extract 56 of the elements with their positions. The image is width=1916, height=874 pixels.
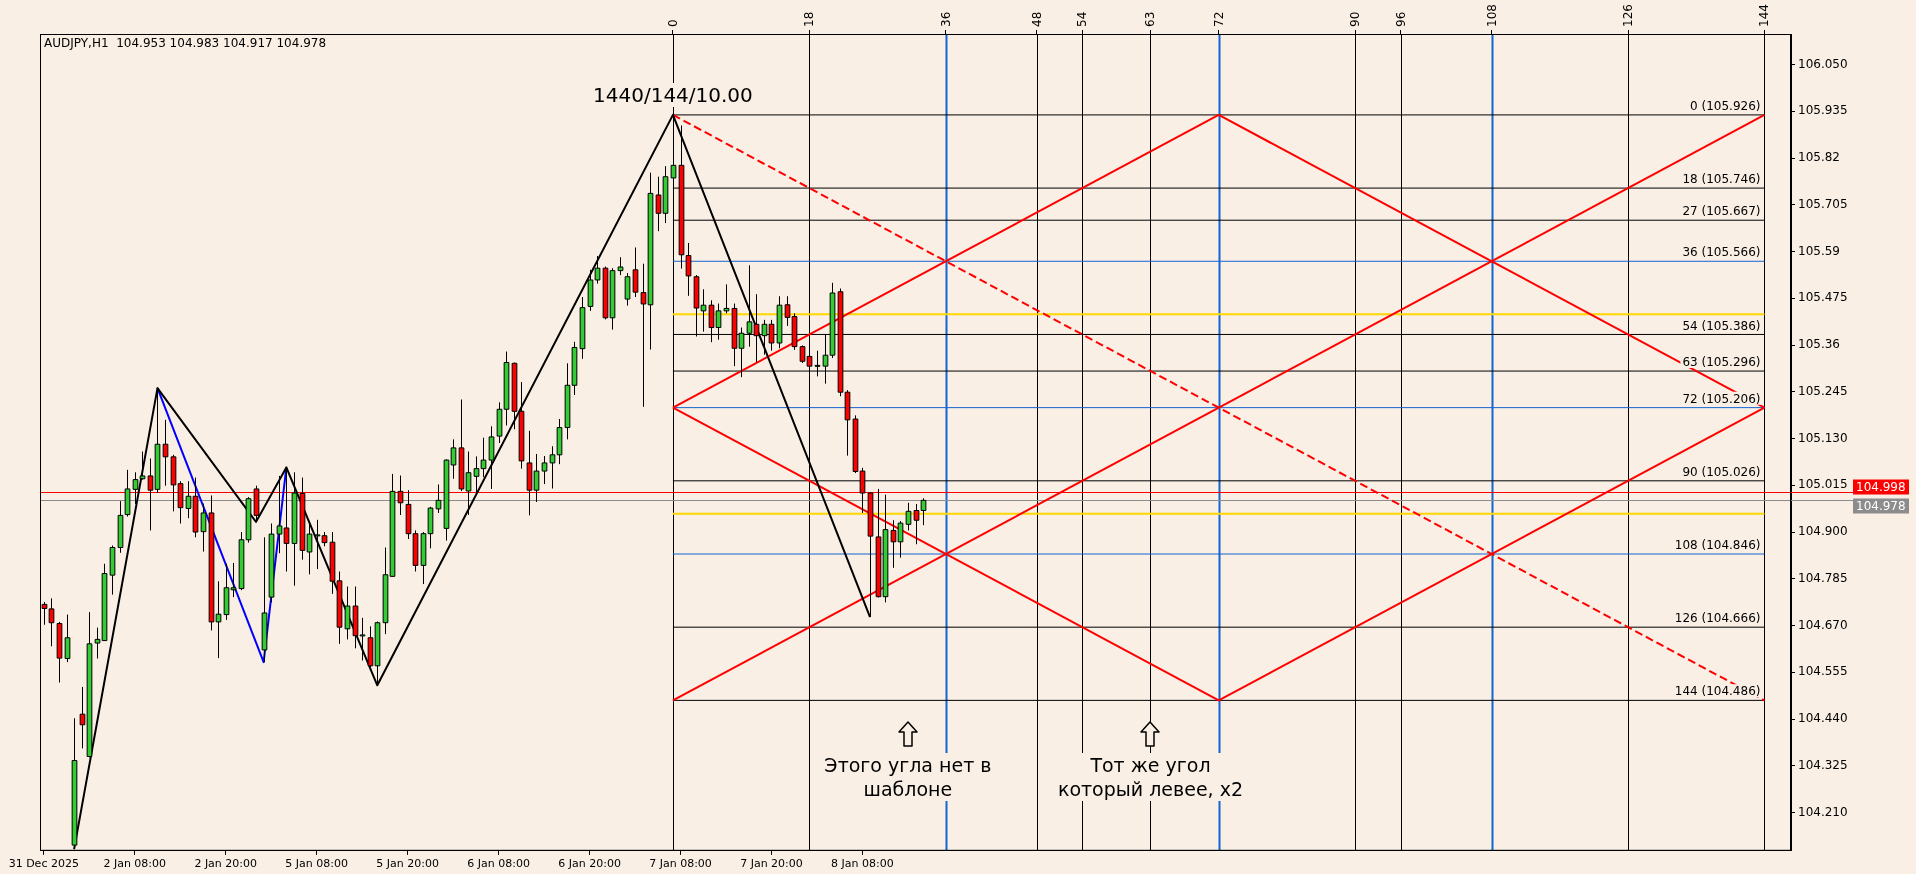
- x2-tick-label: 36: [938, 11, 953, 27]
- x2-tick-label: 0: [665, 19, 680, 27]
- y-tick-label: 104.325: [1798, 757, 1848, 772]
- y-tick-label: 106.050: [1798, 56, 1848, 71]
- x-tick-label: 2 Jan 08:00: [103, 857, 167, 871]
- series-label: 72 (105.206): [1682, 391, 1761, 406]
- y-tick-label: 105.36: [1798, 337, 1840, 352]
- y-tick-label: 105.59: [1798, 243, 1840, 258]
- y-tick-label: 105.130: [1798, 430, 1848, 445]
- y-tick-label: 104.210: [1798, 804, 1848, 819]
- x2-tick-label: 108: [1484, 4, 1499, 27]
- series-label: 36 (105.566): [1682, 245, 1761, 260]
- x2-tick-label: 144: [1756, 4, 1771, 27]
- x2-tick-label: 126: [1620, 4, 1635, 27]
- series-label: 63 (105.296): [1682, 355, 1761, 370]
- annotation: Тот же угол который левее, x2: [1043, 752, 1257, 801]
- x-tick-label: 7 Jan 20:00: [740, 857, 803, 871]
- ref-line-label: 104.978: [1856, 499, 1906, 514]
- series-label: 126 (104.666): [1674, 611, 1761, 626]
- x-tick-label: 5 Jan 20:00: [376, 857, 439, 871]
- series-label: 18 (105.746): [1682, 172, 1761, 187]
- x2-tick-label: 96: [1393, 11, 1408, 27]
- series-label: 0 (105.926): [1690, 99, 1761, 114]
- x-tick-label: 7 Jan 08:00: [649, 857, 712, 871]
- y-tick-label: 105.82: [1798, 150, 1840, 165]
- chart-title: AUDJPY,H1 104.953 104.983 104.917 104.978: [44, 36, 327, 51]
- y-tick-label: 104.440: [1798, 711, 1848, 726]
- x2-tick-label: 63: [1142, 11, 1157, 27]
- x2-tick-label: 48: [1029, 11, 1044, 27]
- x2-tick-label: 18: [801, 11, 816, 27]
- series-label: 27 (105.667): [1682, 204, 1761, 219]
- y-tick-label: 105.015: [1798, 477, 1848, 492]
- y-tick-label: 105.245: [1798, 383, 1848, 398]
- y-tick-label: 105.475: [1798, 290, 1848, 305]
- x-tick-label: 2 Jan 20:00: [194, 857, 258, 871]
- annotation: Этого угла нет в шаблоне: [818, 752, 997, 801]
- series-label: 108 (104.846): [1674, 538, 1761, 553]
- annotation: 1440/144/10.00: [593, 82, 753, 107]
- y-tick-label: 104.555: [1798, 664, 1848, 679]
- x-tick-label: 5 Jan 08:00: [285, 857, 348, 871]
- x-tick-label: 6 Jan 20:00: [558, 857, 621, 871]
- x-tick-label: 6 Jan 08:00: [467, 857, 530, 871]
- y-tick-label: 105.935: [1798, 103, 1848, 118]
- y-tick-label: 104.785: [1798, 570, 1848, 585]
- series-label: 144 (104.486): [1674, 684, 1761, 699]
- series-label: 54 (105.386): [1682, 318, 1761, 333]
- x2-tick-label: 54: [1074, 11, 1089, 27]
- y-tick-label: 104.670: [1798, 617, 1848, 632]
- ref-line-label: 104.998: [1856, 480, 1906, 495]
- x-tick-label: 31 Dec 2025: [8, 857, 79, 871]
- x2-tick-label: 72: [1211, 11, 1226, 27]
- x-tick-label: 8 Jan 08:00: [831, 857, 894, 871]
- x2-tick-label: 90: [1347, 11, 1362, 27]
- series-label: 90 (105.026): [1682, 464, 1761, 479]
- y-tick-label: 104.900: [1798, 524, 1848, 539]
- y-tick-label: 105.705: [1798, 196, 1848, 211]
